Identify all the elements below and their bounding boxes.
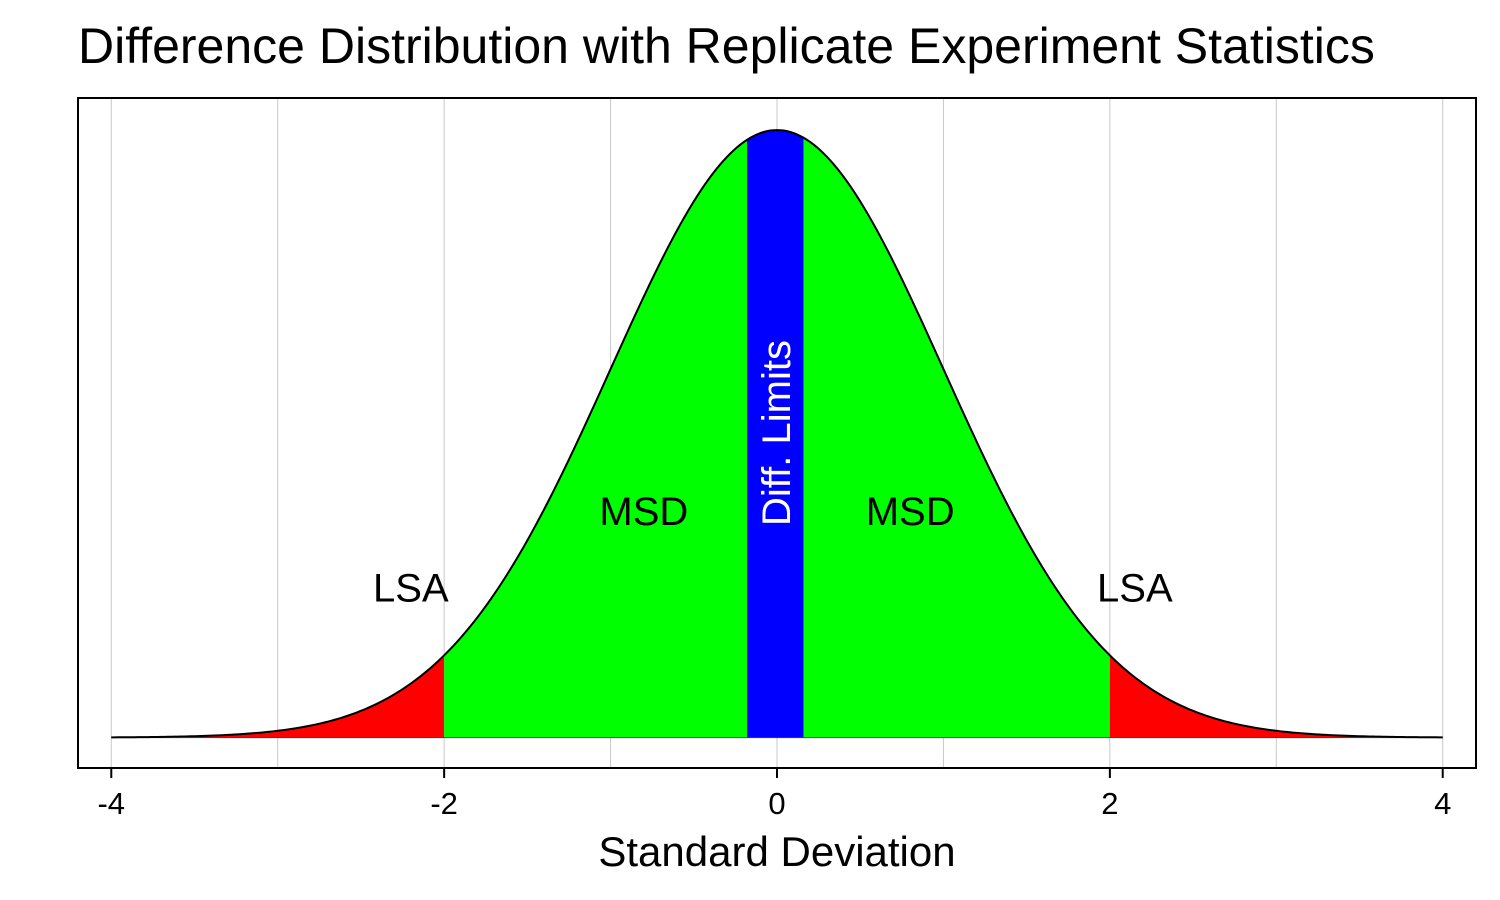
annotations: LSA MSD Diff. Limits MSD LSA (373, 340, 1173, 610)
density-curve (111, 129, 1443, 739)
annotation-msd: MSD (599, 490, 688, 534)
region-msd (444, 139, 748, 738)
shaded-regions (111, 130, 1443, 738)
x-axis-label: Standard Deviation (598, 828, 955, 875)
density-curve-layer (111, 129, 1443, 739)
region-msd (803, 137, 1110, 738)
chart-title: Difference Distribution with Replicate E… (78, 18, 1375, 74)
x-tick-label: -2 (430, 786, 458, 821)
x-tick-label: 4 (1434, 786, 1451, 821)
region-lsa (111, 655, 445, 738)
region-diff-limits (747, 130, 804, 738)
x-axis: -4 -2 0 2 4 (97, 768, 1451, 821)
x-tick-label: 0 (768, 786, 785, 821)
annotation-lsa: LSA (373, 566, 449, 610)
region-lsa (1109, 655, 1443, 738)
x-tick-label: 2 (1101, 786, 1118, 821)
annotation-lsa: LSA (1097, 566, 1173, 610)
annotation-diff-limits: Diff. Limits (755, 340, 799, 526)
annotation-msd: MSD (866, 490, 955, 534)
x-tick-label: -4 (97, 786, 125, 821)
